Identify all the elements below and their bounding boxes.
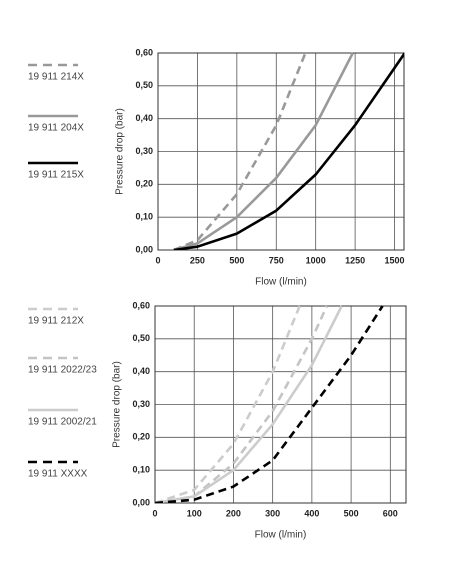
x-tick-label: 600 <box>383 508 398 518</box>
legend-label: 19 911 212X <box>28 316 84 327</box>
series-line <box>155 305 343 503</box>
x-tick-label: 400 <box>304 508 319 518</box>
series-line <box>173 52 307 250</box>
x-tick-label: 200 <box>226 508 241 518</box>
y-tick-label: 0,20 <box>135 179 153 189</box>
series-line <box>173 52 354 250</box>
x-tick-label: 750 <box>269 255 284 265</box>
legend-label: 19 911 XXXX <box>28 469 88 480</box>
plot-frame <box>157 52 405 251</box>
series-line <box>173 52 404 250</box>
y-tick-label: 0,10 <box>135 212 153 222</box>
x-tick-label: 0 <box>155 255 160 265</box>
x-tick-label: 500 <box>344 508 359 518</box>
series-line <box>155 305 384 503</box>
y-tick-label: 0,40 <box>135 113 153 123</box>
x-tick-label: 300 <box>265 508 280 518</box>
y-tick-label: 0,00 <box>132 497 150 507</box>
legend-label: 19 911 215X <box>28 170 84 181</box>
y-tick-label: 0,20 <box>132 432 150 442</box>
y-tick-label: 0,50 <box>132 333 150 343</box>
x-tick-label: 1250 <box>345 255 365 265</box>
y-axis-label: Pressure drop (bar) <box>115 108 126 195</box>
legend-label: 19 911 2002/21 <box>28 417 97 428</box>
y-tick-label: 0,40 <box>132 366 150 376</box>
legend-label: 19 911 214X <box>28 72 84 83</box>
x-axis-label: Flow (l/min) <box>255 530 307 541</box>
y-tick-label: 0,10 <box>132 465 150 475</box>
x-tick-label: 500 <box>229 255 244 265</box>
y-tick-label: 0,60 <box>135 47 153 57</box>
x-tick-label: 250 <box>190 255 205 265</box>
legend-label: 19 911 204X <box>28 123 84 134</box>
y-tick-label: 0,30 <box>132 399 150 409</box>
x-tick-label: 1000 <box>306 255 326 265</box>
x-tick-label: 0 <box>152 508 157 518</box>
legend-label: 19 911 2022/23 <box>28 365 97 376</box>
y-tick-label: 0,50 <box>135 80 153 90</box>
y-tick-label: 0,00 <box>135 244 153 254</box>
x-axis-label: Flow (l/min) <box>255 277 307 288</box>
plot-frame <box>154 305 407 504</box>
series-line <box>155 305 301 503</box>
y-tick-label: 0,30 <box>135 146 153 156</box>
x-tick-label: 1500 <box>385 255 405 265</box>
y-axis-label: Pressure drop (bar) <box>112 361 123 448</box>
x-tick-label: 100 <box>187 508 202 518</box>
y-tick-label: 0,60 <box>132 300 150 310</box>
